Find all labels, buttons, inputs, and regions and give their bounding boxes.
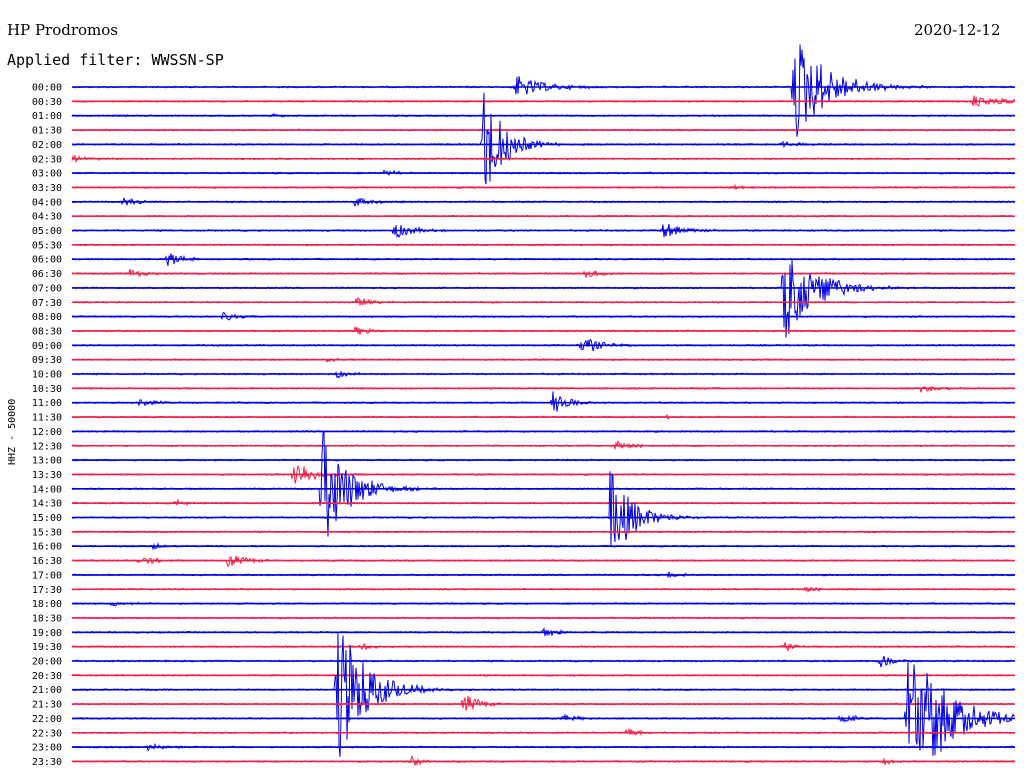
row-time-label: 00:30 [32, 97, 62, 108]
trace-row [71, 471, 1016, 546]
row-time-label: 09:00 [32, 341, 62, 352]
row-time-label: 13:00 [32, 456, 62, 467]
row-time-label: 02:00 [32, 140, 62, 151]
row-time-label: 03:30 [32, 183, 62, 194]
trace-row [71, 44, 1016, 137]
row-time-label: 17:00 [32, 570, 62, 581]
row-time-label: 21:30 [32, 700, 62, 711]
row-time-label: 00:00 [32, 83, 62, 94]
row-time-label: 08:30 [32, 326, 62, 337]
row-time-label: 10:30 [32, 384, 62, 395]
trace-row [71, 259, 1016, 338]
row-time-label: 07:30 [32, 298, 62, 309]
trace-row [71, 633, 1016, 757]
row-time-label: 05:00 [32, 226, 62, 237]
row-time-label: 05:30 [32, 240, 62, 251]
seismogram-traces [71, 44, 1016, 767]
row-time-label: 15:30 [32, 527, 62, 538]
row-time-label: 17:30 [32, 585, 62, 596]
row-time-label: 06:30 [32, 269, 62, 280]
row-time-label: 15:00 [32, 513, 62, 524]
row-time-label: 14:30 [32, 499, 62, 510]
row-time-label: 09:30 [32, 355, 62, 366]
trace-row [71, 92, 1016, 185]
row-time-label: 10:00 [32, 370, 62, 381]
row-time-label: 07:00 [32, 283, 62, 294]
date-label: 2020-12-12 [914, 21, 1001, 39]
filter-label: Applied filter: WWSSN-SP [7, 51, 224, 69]
row-time-label: 19:30 [32, 642, 62, 653]
row-time-label: 13:30 [32, 470, 62, 481]
row-time-label: 21:00 [32, 685, 62, 696]
row-time-label: 01:30 [32, 126, 62, 137]
row-time-label: 18:00 [32, 599, 62, 610]
row-time-label: 16:30 [32, 556, 62, 567]
trace-row [71, 432, 1016, 537]
row-time-label: 20:30 [32, 671, 62, 682]
time-tick-labels: 00:00 00:30 01:00 01:30 02:00 02:30 03:00 03:30… [32, 83, 62, 768]
row-time-label: 18:30 [32, 613, 62, 624]
row-time-label: 16:00 [32, 542, 62, 553]
row-time-label: 23:00 [32, 743, 62, 754]
row-time-label: 06:00 [32, 255, 62, 266]
row-time-label: 19:00 [32, 628, 62, 639]
station-title: HP Prodromos [7, 21, 118, 39]
row-time-label: 01:00 [32, 111, 62, 122]
row-time-label: 12:30 [32, 441, 62, 452]
row-time-label: 20:00 [32, 657, 62, 668]
row-time-label: 11:30 [32, 413, 62, 424]
row-time-label: 04:30 [32, 212, 62, 223]
trace-row [71, 695, 1016, 711]
row-time-label: 22:00 [32, 714, 62, 725]
row-time-label: 04:00 [32, 197, 62, 208]
row-time-label: 02:30 [32, 154, 62, 165]
row-time-label: 03:00 [32, 169, 62, 180]
row-time-label: 12:00 [32, 427, 62, 438]
row-time-label: 22:30 [32, 728, 62, 739]
y-axis-label: HHZ - 50000 [7, 399, 18, 465]
row-time-label: 23:30 [32, 757, 62, 768]
trace-row [72, 391, 1016, 412]
row-time-label: 14:00 [32, 484, 62, 495]
row-time-label: 11:00 [32, 398, 62, 409]
row-time-label: 08:00 [32, 312, 62, 323]
